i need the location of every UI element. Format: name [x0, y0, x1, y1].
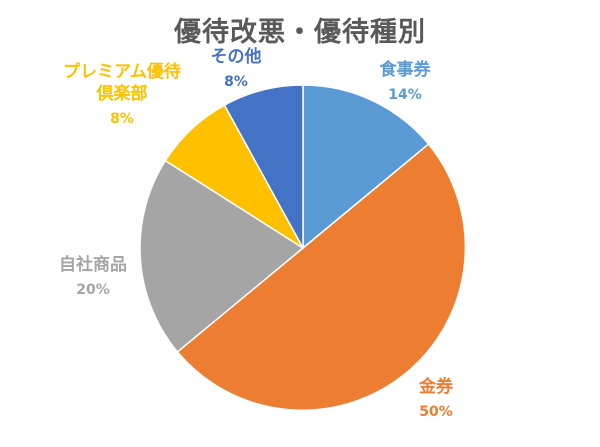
slice-category-label: 金券: [418, 376, 454, 397]
slice-percent-label: 8%: [110, 111, 134, 127]
slice-category-label: プレミアム優待: [63, 61, 181, 82]
pie-slice: [223, 84, 304, 249]
slice-label-group: その他 8%: [211, 46, 262, 90]
slice-label-group: 金券 50%: [418, 376, 454, 420]
pie-slice: [176, 143, 467, 411]
slice-category-label: 食事券: [380, 59, 432, 80]
chart-title: 優待改悪・優待種別: [174, 17, 426, 48]
slice-category-label: その他: [211, 46, 262, 67]
slice-percent-label: 14%: [388, 87, 422, 103]
slice-percent-label: 8%: [224, 74, 248, 90]
slice-category-label: 倶楽部: [96, 83, 148, 104]
slice-label-group: 食事券 14%: [380, 59, 432, 103]
slice-category-label: 自社商品: [59, 254, 127, 275]
pie-slice: [139, 159, 305, 353]
slice-percent-label: 50%: [419, 404, 453, 420]
pie-slices: [139, 84, 467, 411]
slice-percent-label: 20%: [76, 282, 110, 298]
slice-label-group: 自社商品 20%: [59, 254, 127, 298]
pie-slice: [302, 84, 430, 250]
